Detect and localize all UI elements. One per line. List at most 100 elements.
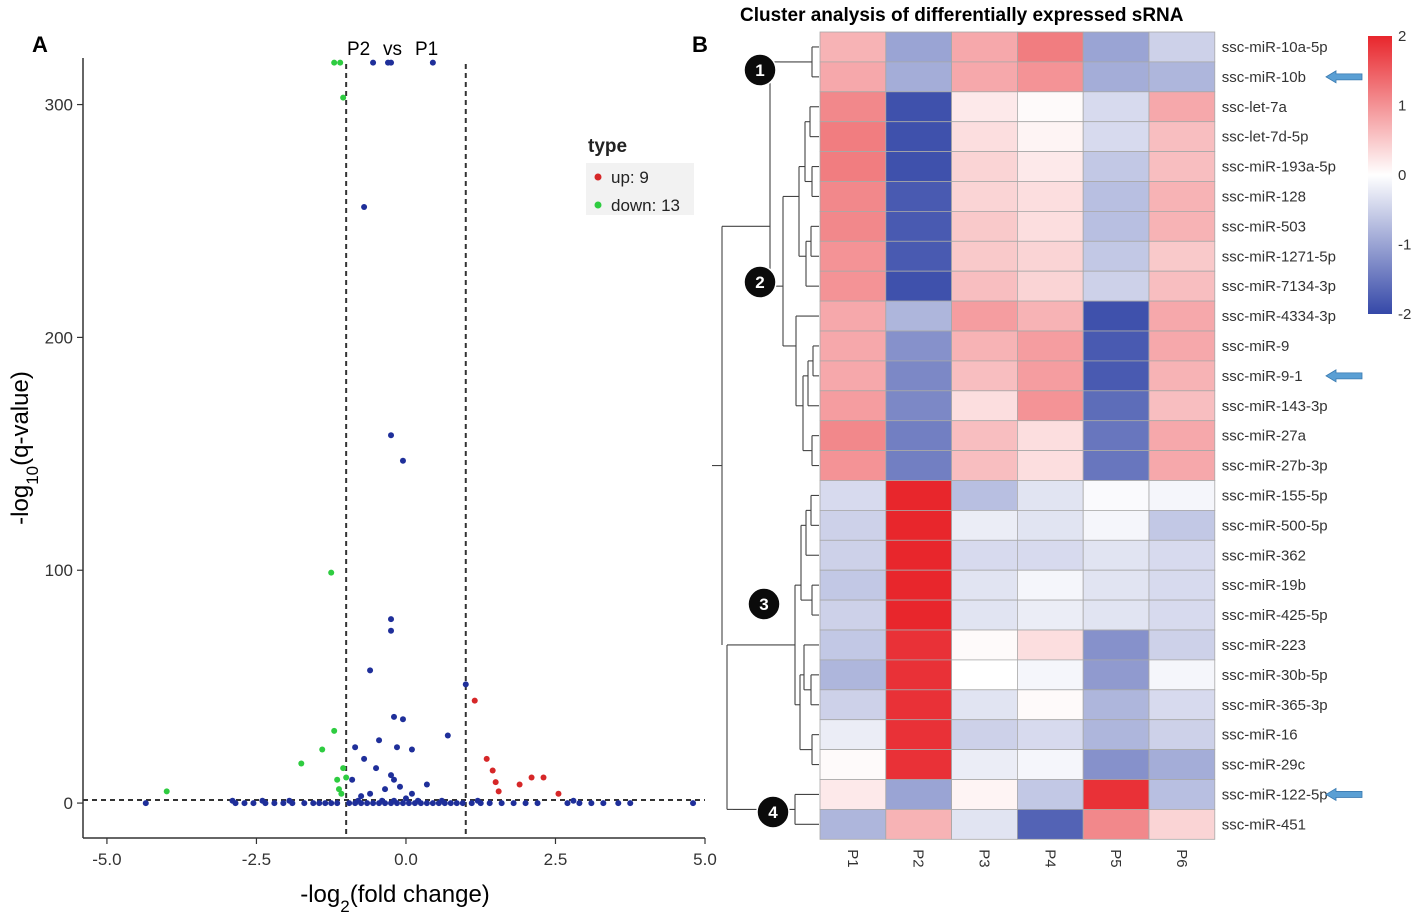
heatmap-cell bbox=[1082, 31, 1150, 63]
heatmap-panel: B Cluster analysis of differentially exp… bbox=[692, 5, 1411, 868]
point-nodiff bbox=[328, 800, 335, 807]
heatmap-cell bbox=[819, 779, 887, 810]
point-nodiff bbox=[408, 790, 415, 797]
heatmap-cell bbox=[1148, 599, 1216, 631]
point-down bbox=[328, 569, 335, 576]
heatmap-cells bbox=[819, 31, 1216, 840]
point-nodiff bbox=[444, 732, 451, 739]
point-nodiff bbox=[423, 781, 430, 788]
heatmap-cell bbox=[951, 31, 1018, 63]
point-nodiff bbox=[462, 681, 469, 688]
heatmap-cell bbox=[1017, 91, 1084, 123]
point-nodiff bbox=[361, 755, 368, 762]
row-label: ssc-miR-128 bbox=[1222, 188, 1306, 205]
heatmap-cell bbox=[951, 599, 1018, 631]
heatmap-cell bbox=[1082, 480, 1150, 511]
heatmap-cell bbox=[1148, 779, 1216, 810]
point-nodiff bbox=[429, 800, 436, 807]
cluster-marker bbox=[747, 587, 781, 621]
heatmap-cell bbox=[951, 450, 1018, 481]
heatmap-cell bbox=[819, 420, 887, 452]
point-nodiff bbox=[370, 59, 377, 66]
point-nodiff bbox=[399, 800, 406, 807]
point-nodiff bbox=[399, 457, 406, 464]
heatmap-cell bbox=[885, 121, 952, 152]
row-label: ssc-miR-193a-5p bbox=[1222, 159, 1336, 176]
heatmap-cell bbox=[1082, 809, 1150, 840]
heatmap-cell bbox=[951, 151, 1018, 182]
heatmap-cell bbox=[1148, 450, 1216, 481]
heatmap-cell bbox=[1017, 809, 1084, 840]
heatmap-cell bbox=[1148, 300, 1216, 332]
heatmap-cell bbox=[1148, 719, 1216, 751]
point-nodiff bbox=[429, 59, 436, 66]
row-label: ssc-miR-122-5p bbox=[1222, 786, 1328, 803]
heatmap-cell bbox=[1017, 569, 1084, 601]
point-down bbox=[340, 94, 347, 101]
legend-up-marker bbox=[594, 173, 602, 181]
heatmap-cell bbox=[885, 539, 952, 571]
point-nodiff bbox=[405, 800, 412, 807]
heatmap-cell bbox=[885, 270, 952, 302]
row-label: ssc-miR-27b-3p bbox=[1222, 458, 1328, 475]
heatmap-cell bbox=[1017, 719, 1084, 751]
row-label: ssc-miR-10a-5p bbox=[1222, 39, 1328, 56]
highlight-arrow-icon bbox=[1325, 369, 1363, 383]
cluster-marker bbox=[743, 265, 777, 299]
heatmap-cell bbox=[1082, 270, 1150, 302]
point-nodiff bbox=[615, 800, 622, 807]
heatmap-cell bbox=[1017, 300, 1084, 332]
heatmap-cell bbox=[1148, 240, 1216, 272]
legend-box bbox=[586, 163, 694, 215]
column-label: P5 bbox=[1107, 849, 1124, 867]
heatmap-cell bbox=[1082, 569, 1150, 601]
heatmap-cell bbox=[951, 270, 1018, 302]
point-nodiff bbox=[388, 627, 395, 634]
point-nodiff bbox=[286, 797, 293, 804]
point-down bbox=[337, 59, 344, 66]
heatmap-cell bbox=[819, 270, 887, 302]
heatmap-cell bbox=[819, 31, 887, 63]
heatmap-cell bbox=[1017, 330, 1084, 362]
row-label: ssc-miR-451 bbox=[1222, 816, 1306, 833]
point-nodiff bbox=[423, 800, 430, 807]
heatmap-cell bbox=[819, 300, 887, 332]
y-axis-title: -log10(q-value) bbox=[7, 371, 42, 525]
point-up bbox=[471, 697, 478, 704]
point-nodiff bbox=[600, 800, 607, 807]
point-nodiff bbox=[370, 800, 377, 807]
heatmap-cell bbox=[1082, 659, 1150, 691]
cluster-marker bbox=[756, 795, 790, 829]
heatmap-cell bbox=[885, 749, 952, 780]
heatmap-cell bbox=[1148, 61, 1216, 93]
point-down bbox=[343, 774, 350, 781]
heatmap-cell bbox=[819, 480, 887, 511]
row-label: ssc-miR-425-5p bbox=[1222, 607, 1328, 624]
row-label: ssc-miR-362 bbox=[1222, 547, 1306, 564]
point-nodiff bbox=[310, 800, 317, 807]
column-labels: P1 P2 P3 P4 P5 P6 bbox=[844, 849, 1190, 867]
heatmap-cell bbox=[819, 91, 887, 123]
heatmap-cell bbox=[1017, 779, 1084, 810]
heatmap-cell bbox=[819, 509, 887, 541]
point-nodiff bbox=[393, 744, 400, 751]
heatmap-cell bbox=[951, 689, 1018, 721]
row-label: ssc-miR-155-5p bbox=[1222, 487, 1328, 504]
heatmap-cell bbox=[819, 390, 887, 422]
heatmap-cell bbox=[819, 450, 887, 481]
heatmap-cell bbox=[885, 809, 952, 840]
point-nodiff bbox=[564, 800, 571, 807]
point-nodiff bbox=[402, 795, 409, 802]
heatmap-cell bbox=[1017, 659, 1084, 691]
row-labels: ssc-miR-10a-5p ssc-miR-10b ssc-let-7a ssc-l… bbox=[1222, 39, 1336, 833]
heatmap-cell bbox=[951, 121, 1018, 152]
point-down bbox=[338, 790, 345, 797]
heatmap-cell bbox=[1082, 689, 1150, 721]
heatmap-cell bbox=[819, 569, 887, 601]
heatmap-cell bbox=[1148, 749, 1216, 780]
point-down bbox=[331, 727, 338, 734]
heatmap-cell bbox=[1148, 121, 1216, 152]
heatmap-cell bbox=[1082, 210, 1150, 242]
heatmap-cell bbox=[1148, 629, 1216, 661]
point-down bbox=[331, 59, 338, 66]
